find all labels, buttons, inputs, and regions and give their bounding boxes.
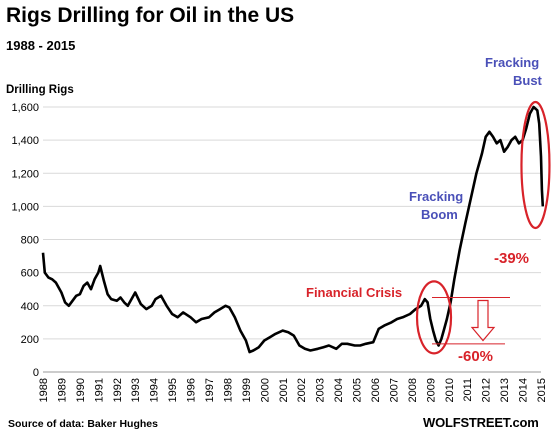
x-tick-label: 2006 [370,378,382,402]
bust-circle [520,100,551,230]
x-tick-label: 1999 [241,378,253,402]
series-line [41,105,545,354]
x-tick-label: 2002 [296,378,308,402]
annotations: Fracking Bust Fracking Boom -39% Financial Cr… [306,55,551,365]
annotation-fracking-boom-2: Boom [421,207,458,222]
x-tick-label: 1991 [93,378,105,402]
x-tick-label: 1993 [130,378,142,402]
x-tick-label: 1996 [186,378,198,402]
x-tick-label: 2007 [388,378,400,402]
y-tick-label: 200 [21,334,39,346]
x-tick-label: 2013 [499,378,511,402]
x-tick-label: 1989 [56,378,68,402]
x-tick-label: 2009 [425,378,437,402]
x-tick-label: 2012 [481,378,493,402]
y-axis-label: Drilling Rigs [6,84,74,96]
chart-subtitle: 1988 - 2015 [6,38,76,53]
annotation-minus-60: -60% [458,348,493,365]
annotation-fracking-bust-1: Fracking [485,55,539,70]
annotation-fracking-bust-2: Bust [513,73,543,88]
y-tick-label: 600 [21,268,39,280]
y-tick-labels: 0 200 400 600 800 1,000 1,200 1,400 1,600 [11,102,39,379]
x-tick-label: 1988 [38,378,50,402]
source-note: Source of data: Baker Hughes [8,418,158,430]
gridlines [43,106,541,373]
y-tick-label: 1,600 [11,102,39,114]
x-tick-label: 2014 [518,378,530,402]
x-tick-label: 2004 [333,378,345,402]
y-tick-label: 400 [21,301,39,313]
x-tick-label: 1994 [149,378,161,402]
x-tick-labels: 1988 1989 1990 1991 1992 1993 1994 1995 1996 1997… [38,378,548,402]
x-tick-label: 2010 [444,378,456,402]
y-tick-label: 1,000 [11,201,39,213]
crisis-circle [415,280,453,355]
x-tick-label: 2001 [278,378,290,402]
x-tick-label: 1995 [167,378,179,402]
x-tick-label: 1998 [222,378,234,402]
y-tick-label: 0 [33,367,39,379]
x-tick-label: 2005 [352,378,364,402]
x-tick-label: 2000 [259,378,271,402]
chart-title: Rigs Drilling for Oil in the US [6,4,295,27]
x-tick-label: 2015 [536,378,548,402]
annotation-financial-crisis: Financial Crisis [306,285,402,300]
x-tick-label: 2008 [407,378,419,402]
brand-logo-text: WOLFSTREET.com [423,415,539,430]
annotation-fracking-boom-1: Fracking [409,189,463,204]
y-tick-label: 800 [21,235,39,247]
x-tick-label: 1997 [204,378,216,402]
y-tick-label: 1,400 [11,135,39,147]
x-tick-label: 1990 [75,378,87,402]
x-tick-label: 1992 [112,378,124,402]
decline-arrow [470,299,496,342]
x-tick-label: 2011 [462,378,474,402]
annotation-minus-39: -39% [494,250,529,267]
x-tick-label: 2003 [315,378,327,402]
y-tick-label: 1,200 [11,168,39,180]
